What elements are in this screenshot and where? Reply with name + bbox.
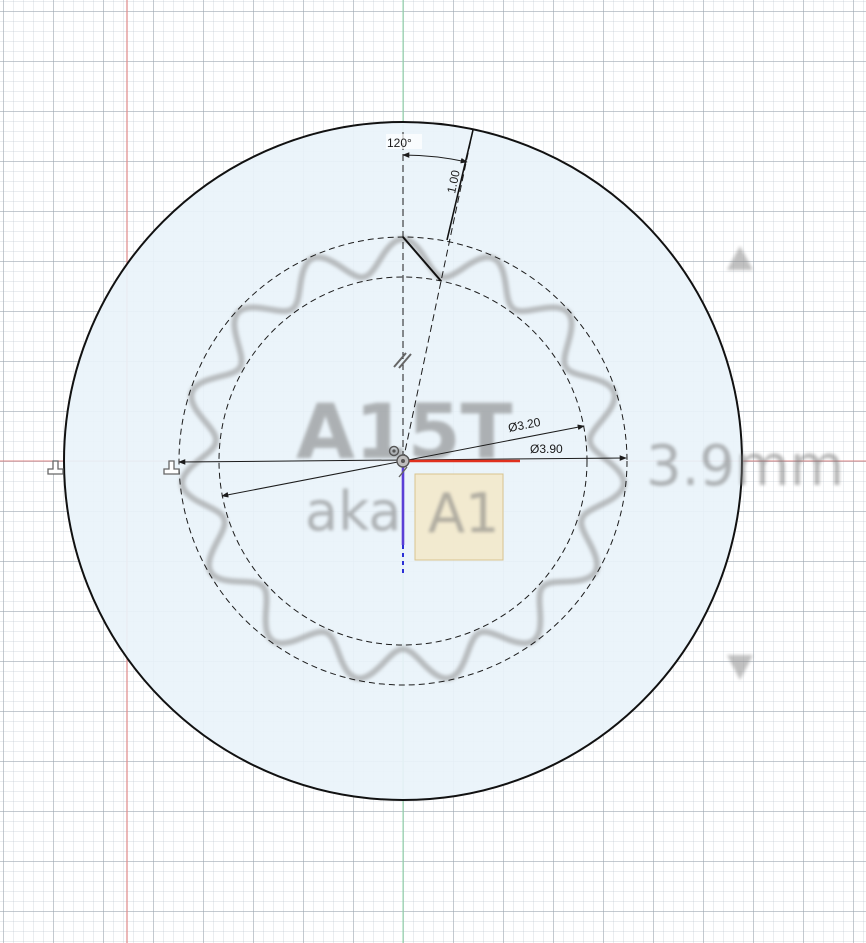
angle-dimension-label-bg	[386, 134, 422, 149]
tangent-constraint-icon[interactable]	[398, 466, 408, 478]
coincident-constraint-icon[interactable]	[388, 445, 400, 457]
outer-diameter-label[interactable]: Ø3.90	[530, 442, 563, 456]
length-dimension-label[interactable]: 1.00	[444, 169, 463, 195]
reference-size-label: 3.9mm	[646, 434, 844, 499]
origin-point-center	[401, 459, 405, 463]
horizontal-constraint-icon[interactable]	[163, 460, 180, 475]
fix-constraint-icon[interactable]	[47, 460, 64, 475]
angled-construction-line[interactable]	[402, 129, 474, 462]
parallel-constraint-icon[interactable]	[393, 352, 412, 369]
reference-alias-name: A1	[428, 482, 499, 545]
angle-dimension-arc[interactable]	[402, 152, 468, 164]
gear-outline	[179, 235, 627, 682]
tooth-profile-line[interactable]	[402, 236, 442, 282]
inner-diameter-label[interactable]: Ø3.20	[507, 415, 542, 435]
reference-alias-prefix: aka	[305, 480, 402, 543]
tooth-extension-line[interactable]	[446, 129, 474, 241]
reference-arrowhead-down	[727, 655, 753, 680]
reference-arrowhead-up	[727, 246, 753, 270]
angle-dimension-label[interactable]: 120°	[387, 136, 412, 150]
